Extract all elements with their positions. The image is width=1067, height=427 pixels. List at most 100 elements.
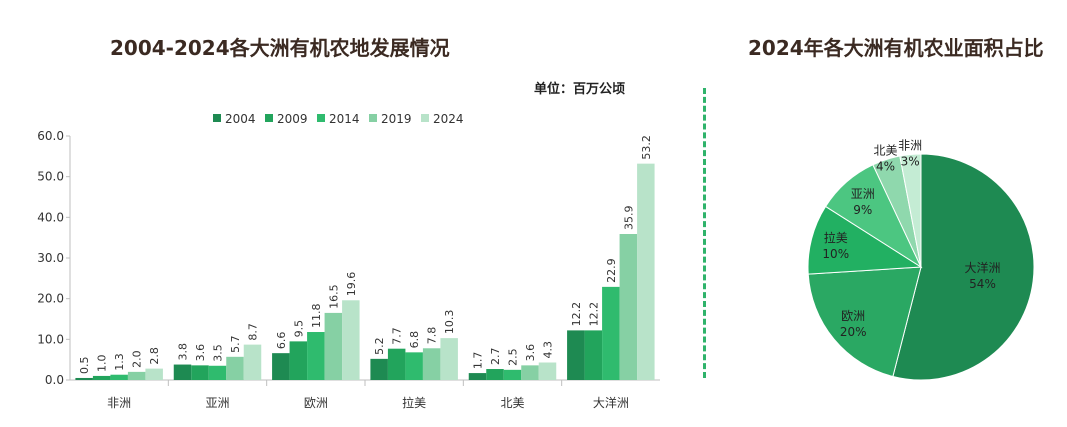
bar-value-label: 4.3 (542, 341, 555, 359)
bar-value-label: 7.8 (426, 327, 439, 345)
dashed-divider (703, 88, 706, 378)
bar-value-label: 6.8 (408, 331, 421, 349)
bar-value-label: 2.8 (148, 347, 161, 365)
bar-2004 (75, 377, 93, 380)
bar-value-label: 3.5 (212, 344, 225, 362)
bar-value-label: 5.2 (373, 337, 386, 355)
bar-value-label: 3.6 (194, 344, 207, 362)
bar-chart-title: 2004-2024各大洲有机农地发展情况 (110, 36, 450, 60)
bar-2009 (191, 365, 209, 380)
y-tick-label: 30.0 (37, 251, 64, 265)
pie-label-value: 9% (853, 203, 872, 217)
y-tick-label: 20.0 (37, 292, 64, 306)
bar-2009 (92, 375, 111, 380)
bar-2004 (370, 358, 388, 380)
bar-2024 (440, 338, 458, 380)
pie-label-name: 拉美 (824, 230, 848, 245)
y-tick-label: 0.0 (45, 373, 64, 387)
y-tick-label: 60.0 (37, 129, 64, 143)
pie-label-value: 20% (840, 325, 867, 339)
legend-label-2009: 2009 (277, 112, 308, 126)
bar-value-label: 53.2 (640, 135, 653, 160)
bar-value-label: 1.7 (472, 352, 485, 370)
pie-label-value: 3% (901, 155, 920, 169)
bar-2004 (468, 373, 487, 380)
bar-2019 (422, 348, 441, 380)
legend-swatch-2004 (213, 114, 221, 122)
bar-2004 (272, 353, 290, 380)
bar-value-label: 11.8 (310, 304, 323, 329)
legend-label-2024: 2024 (433, 112, 464, 126)
bar-value-label: 6.6 (275, 332, 288, 350)
x-tick-label: 北美 (500, 396, 524, 410)
pie-slice-非洲 (899, 153, 922, 268)
legend-label-2014: 2014 (329, 112, 360, 126)
x-tick-label: 拉美 (402, 395, 426, 410)
bar-2019 (127, 371, 146, 380)
pie-label-value: 4% (876, 160, 895, 174)
bar-value-label: 9.5 (292, 320, 305, 338)
bar-value-label: 5.7 (229, 335, 242, 353)
bar-2004 (567, 330, 585, 380)
legend-swatch-2014 (317, 114, 325, 122)
bar-2004 (173, 364, 192, 380)
bar-value-label: 8.7 (247, 323, 260, 341)
bar-2014 (208, 365, 227, 380)
bar-value-label: 1.0 (96, 354, 109, 372)
bar-value-label: 22.9 (605, 258, 618, 283)
bar-value-label: 2.5 (507, 348, 520, 366)
bar-2019 (619, 234, 638, 380)
bar-value-label: 7.7 (391, 327, 404, 345)
bar-value-label: 19.6 (345, 272, 358, 297)
bar-value-label: 12.2 (570, 302, 583, 327)
y-tick-label: 10.0 (37, 332, 64, 346)
bar-value-label: 35.9 (622, 206, 635, 231)
pie-chart-title: 2024年各大洲有机农业面积占比 (748, 36, 1044, 60)
y-tick-label: 40.0 (37, 210, 64, 224)
bar-2024 (637, 163, 655, 380)
pie-slice-欧洲 (807, 266, 922, 378)
unit-label: 单位：百万公顷 (534, 82, 626, 97)
bar-2014 (307, 332, 325, 380)
legend-swatch-2019 (369, 114, 377, 122)
y-tick-label: 50.0 (37, 170, 64, 184)
bar-value-label: 10.3 (443, 310, 456, 335)
bar-2024 (538, 362, 557, 380)
bar-2024 (145, 368, 163, 380)
bar-2024 (342, 300, 360, 380)
bar-value-label: 0.5 (78, 356, 91, 374)
pie-slice-大洋洲 (892, 153, 1035, 381)
pie-label-name: 亚洲 (851, 187, 875, 201)
bar-value-label: 12.2 (587, 302, 600, 327)
pie-label-value: 54% (969, 277, 996, 291)
pie-label-name: 大洋洲 (965, 260, 1001, 275)
pie-label-name: 非洲 (898, 139, 922, 153)
legend-swatch-2024 (421, 114, 429, 122)
bar-2019 (226, 356, 244, 380)
legend-swatch-2009 (265, 114, 273, 122)
pie-label-name: 北美 (873, 144, 897, 158)
bar-2009 (289, 341, 308, 380)
x-tick-label: 大洋洲 (593, 395, 629, 410)
x-tick-label: 欧洲 (304, 396, 328, 410)
pie-label-value: 10% (822, 247, 849, 261)
bar-2009 (387, 348, 406, 380)
bar-value-label: 3.6 (524, 344, 537, 362)
bar-2009 (486, 369, 504, 380)
x-tick-label: 非洲 (107, 396, 131, 410)
bar-value-label: 2.0 (131, 350, 144, 368)
bar-2009 (584, 330, 603, 380)
bar-2014 (110, 374, 128, 380)
legend-label-2004: 2004 (225, 112, 256, 126)
bar-2014 (405, 352, 423, 380)
bar-2014 (503, 369, 522, 380)
x-tick-label: 亚洲 (205, 396, 229, 410)
legend-label-2019: 2019 (381, 112, 412, 126)
bar-2019 (521, 365, 539, 380)
bar-chart: 0.0 10.0 20.0 30.0 40.0 50.0 60.0 非洲 0.5 1.0 1.3 2.… (37, 112, 660, 410)
pie-label-name: 欧洲 (841, 309, 865, 323)
bar-value-label: 2.7 (489, 348, 502, 366)
bar-value-label: 16.5 (327, 284, 340, 309)
bar-value-label: 3.8 (177, 343, 190, 361)
